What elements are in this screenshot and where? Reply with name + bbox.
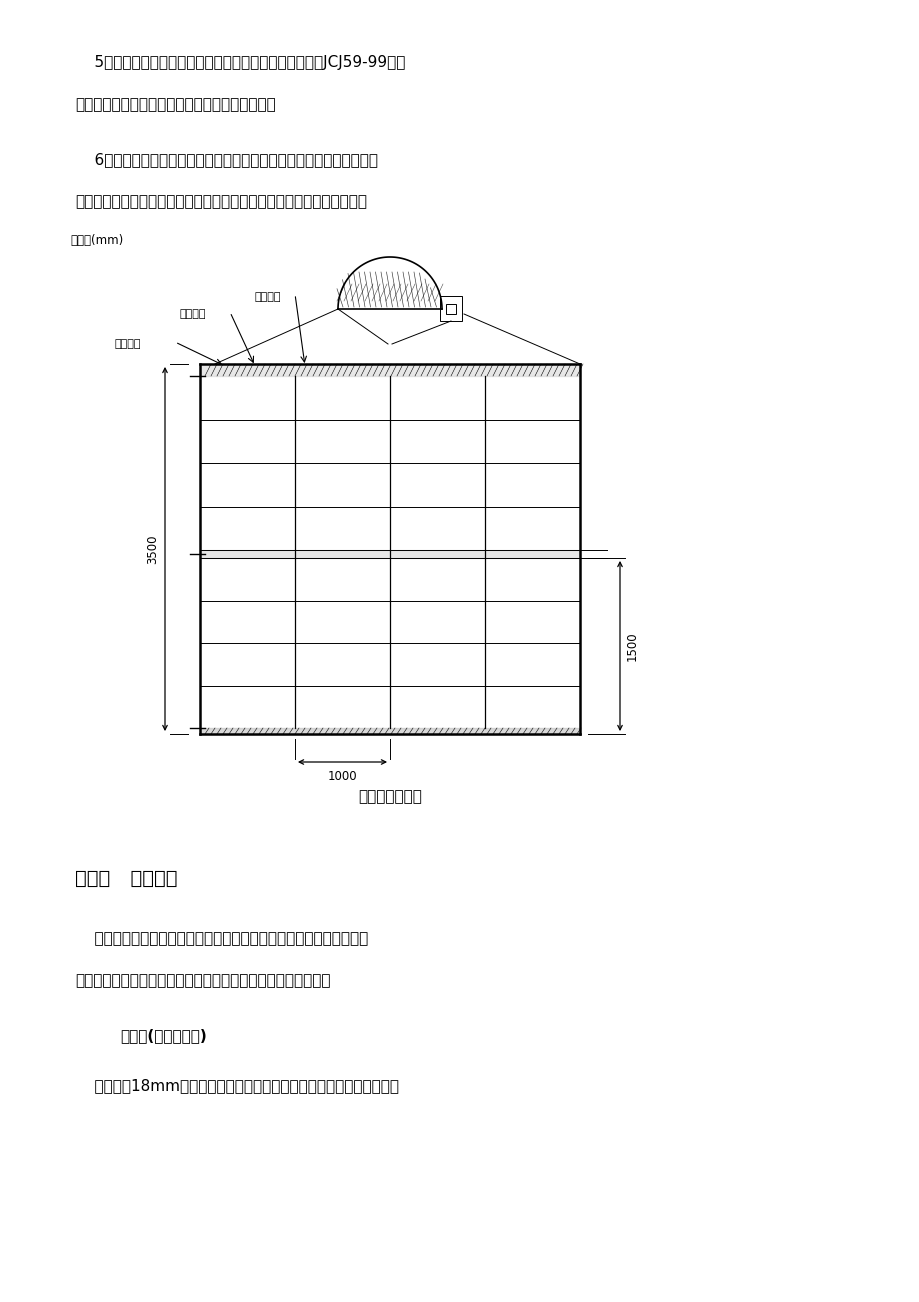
Text: 模板支架立面图: 模板支架立面图 (357, 789, 422, 805)
Text: 单位：(mm): 单位：(mm) (70, 234, 123, 247)
Text: 1000: 1000 (327, 769, 357, 783)
Text: 综合考虑了以往的施工经验，决定采用扣件钉管架模板方案（如下图）。: 综合考虑了以往的施工经验，决定采用扣件钉管架模板方案（如下图）。 (75, 194, 367, 210)
Text: 板底采甀18mm支撑，承重架采用扣件式鑉管脚手架，由扣件、立杆、: 板底采甀18mm支撑，承重架采用扣件式鑉管脚手架，由扣件、立杆、 (75, 1078, 399, 1092)
Text: 1500: 1500 (625, 631, 638, 661)
Text: 标准要求，要符合省文明标准化工地的有关标准。: 标准要求，要符合省文明标准化工地的有关标准。 (75, 98, 276, 112)
Text: 5、综合以上几点，模板及模板支架的搞设，还必须符合JCJ59-99检查: 5、综合以上几点，模板及模板支架的搞设，还必须符合JCJ59-99检查 (75, 55, 405, 70)
Text: 板模板(扣件鑉管架): 板模板(扣件鑉管架) (119, 1029, 207, 1043)
Text: 纵向钉管: 纵向钉管 (115, 339, 142, 349)
Text: 按清水混凝土的要求进行模板设计，在模板满足强度、刚度和稳定性: 按清水混凝土的要求进行模板设计，在模板满足强度、刚度和稳定性 (75, 931, 368, 947)
Text: 3500: 3500 (146, 534, 159, 564)
Text: 要求的前提下，尽可能提高表面光洁度，阴阳角模板统一整齐。: 要求的前提下，尽可能提高表面光洁度，阴阳角模板统一整齐。 (75, 973, 330, 988)
Bar (446, 303, 456, 314)
Bar (439, 296, 461, 322)
Text: 横向钉管: 横向钉管 (180, 309, 206, 319)
Text: 第四节   材料选择: 第四节 材料选择 (75, 868, 177, 888)
Text: 板底方木: 板底方木 (255, 292, 281, 302)
Text: 6、结合以上模板及模板支架设计原则，同时结合本工程的实际情况，: 6、结合以上模板及模板支架设计原则，同时结合本工程的实际情况， (75, 152, 378, 167)
